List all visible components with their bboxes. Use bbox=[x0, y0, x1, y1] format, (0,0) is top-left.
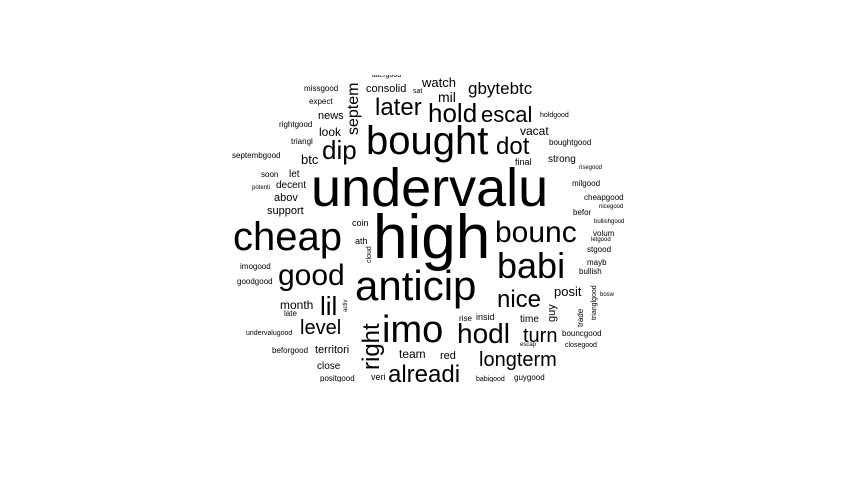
word-right: right bbox=[358, 323, 385, 370]
word-positgood: positgood bbox=[320, 374, 355, 383]
word-bosw: bosw bbox=[600, 292, 615, 298]
word-closegood: closegood bbox=[565, 342, 597, 349]
word-mil: mil bbox=[438, 89, 456, 105]
word-bouncgood: bouncgood bbox=[562, 329, 602, 338]
word-triangl: triangl bbox=[291, 137, 313, 146]
word-hold: hold bbox=[428, 98, 478, 128]
word-bounc: bounc bbox=[495, 216, 577, 249]
word-abov: abov bbox=[274, 192, 298, 204]
word-volum: volum bbox=[593, 229, 615, 238]
word-beforgood: beforgood bbox=[272, 346, 309, 355]
word-risegood: risegood bbox=[579, 165, 603, 171]
word-mayb: mayb bbox=[587, 258, 607, 267]
word-stgood: stgood bbox=[587, 245, 612, 254]
word-btc: btc bbox=[301, 152, 319, 167]
word-befor: befor bbox=[573, 208, 592, 217]
word-time: time bbox=[520, 314, 539, 325]
word-babi: babi bbox=[497, 245, 566, 286]
word-cheap: cheap bbox=[233, 215, 342, 259]
word-goodgood: goodgood bbox=[237, 277, 273, 286]
word-dot: dot bbox=[496, 133, 530, 160]
word-lil: lil bbox=[320, 291, 338, 321]
word-undervalugood: undervalugood bbox=[246, 330, 293, 337]
word-bought: bought bbox=[366, 119, 489, 163]
word-guy: guy bbox=[546, 304, 558, 322]
word-septembgood: septembgood bbox=[232, 151, 281, 160]
word-soon: soon bbox=[261, 170, 279, 179]
word-milgood: milgood bbox=[572, 179, 601, 188]
word-latergood: latergood bbox=[372, 75, 402, 79]
word-let: let bbox=[289, 169, 300, 180]
word-later: later bbox=[375, 94, 422, 121]
word-cloud-area: high undervalu cheap bought anticip imo … bbox=[225, 75, 645, 382]
word-septem: septem bbox=[345, 82, 362, 135]
word-close: close bbox=[317, 361, 341, 372]
word-longterm: longterm bbox=[479, 349, 557, 371]
word-turn: turn bbox=[523, 325, 558, 347]
word-missgood: missgood bbox=[304, 84, 339, 93]
word-coin: coin bbox=[352, 218, 369, 228]
word-rightgood: rightgood bbox=[279, 120, 313, 129]
word-imo: imo bbox=[382, 309, 444, 351]
word-hodl: hodl bbox=[457, 318, 510, 349]
word-escap: escap bbox=[520, 342, 537, 348]
word-vacat: vacat bbox=[520, 124, 549, 138]
word-watch: watch bbox=[422, 75, 456, 90]
word-bullish: bullish bbox=[579, 267, 602, 276]
word-high: high bbox=[373, 203, 491, 272]
word-veri: veri bbox=[371, 372, 386, 382]
word-level: level bbox=[300, 317, 342, 339]
word-trianglgood: trianglgood bbox=[591, 285, 598, 320]
word-news: news bbox=[318, 110, 344, 122]
word-look: look bbox=[319, 125, 342, 139]
word-guygood: guygood bbox=[514, 373, 545, 382]
word-activ: activ bbox=[343, 299, 349, 312]
word-trade: trade bbox=[576, 308, 585, 327]
word-decent: decent bbox=[276, 180, 307, 191]
word-expect: expect bbox=[309, 97, 333, 106]
word-good: good bbox=[278, 259, 345, 292]
word-consolid: consolid bbox=[366, 83, 407, 95]
word-imogood: imogood bbox=[240, 262, 271, 271]
word-red: red bbox=[440, 350, 456, 362]
word-rise: rise bbox=[459, 314, 472, 323]
word-anticip: anticip bbox=[355, 262, 477, 309]
word-insid: insid bbox=[476, 312, 495, 322]
word-nicegood: nicegood bbox=[599, 204, 624, 210]
word-nice: nice bbox=[497, 286, 542, 313]
word-bullishgood: bullishgood bbox=[594, 219, 625, 225]
word-alreadi: alreadi bbox=[388, 361, 461, 383]
word-team: team bbox=[399, 347, 426, 361]
word-ath: ath bbox=[355, 236, 368, 246]
word-holdgood: holdgood bbox=[540, 112, 569, 119]
word-letgood: letgood bbox=[591, 237, 611, 243]
word-support: support bbox=[267, 205, 304, 217]
word-babigood: babigood bbox=[476, 376, 505, 382]
word-dip: dip bbox=[322, 135, 357, 165]
word-boughtgood: boughtgood bbox=[549, 138, 592, 147]
word-final: final bbox=[515, 157, 532, 167]
word-territori: territori bbox=[315, 344, 350, 356]
word-gbytebtc: gbytebtc bbox=[468, 79, 533, 98]
word-cheapgood: cheapgood bbox=[584, 193, 624, 202]
word-potenti: potenti bbox=[252, 185, 271, 191]
word-sat: sat bbox=[413, 88, 423, 95]
word-month: month bbox=[280, 298, 314, 312]
word-undervalu: undervalu bbox=[311, 158, 549, 218]
word-late: late bbox=[284, 309, 297, 318]
word-strong: strong bbox=[548, 154, 576, 165]
word-cloud: cloud bbox=[366, 246, 373, 263]
word-posit: posit bbox=[554, 284, 582, 299]
word-escal: escal bbox=[481, 102, 533, 127]
